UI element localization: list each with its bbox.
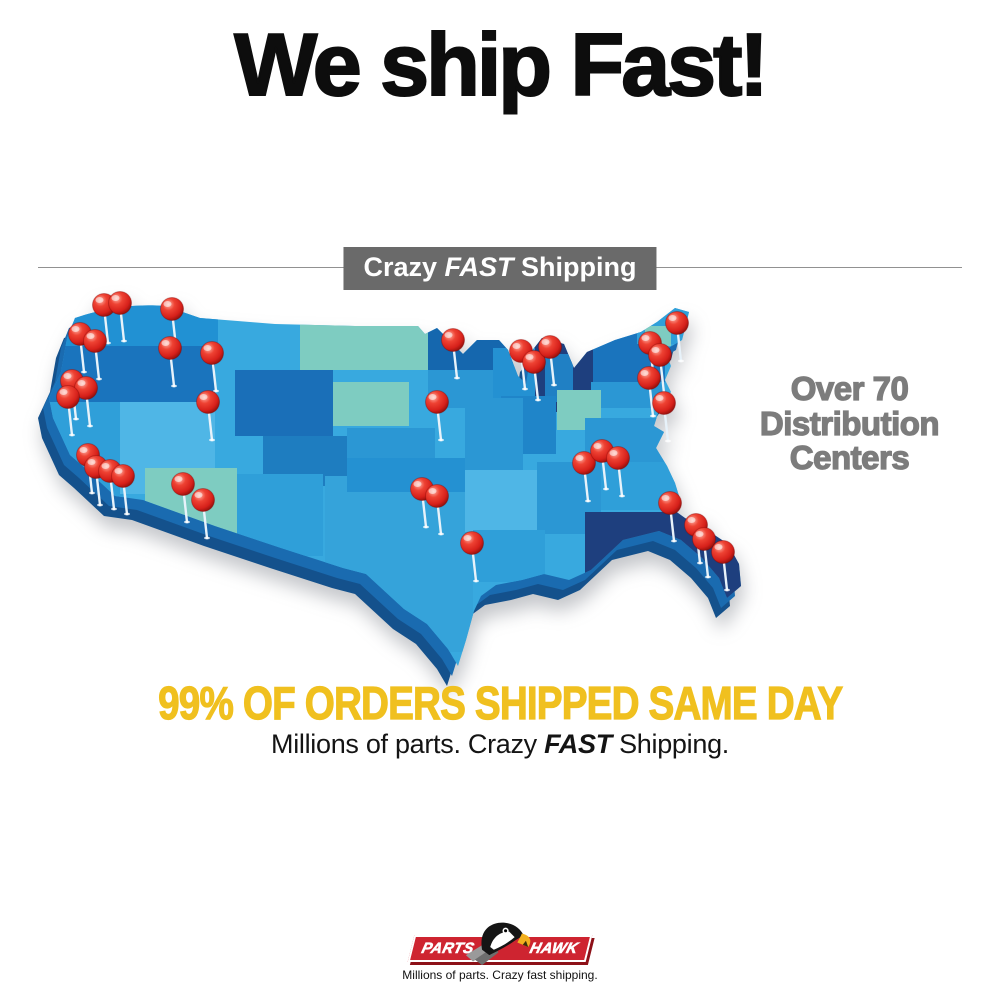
subline-prefix: Millions of parts. Crazy bbox=[271, 729, 545, 759]
same-day-headline-text: 99% OF ORDERS SHIPPED SAME DAY bbox=[157, 676, 843, 729]
millions-subline: Millions of parts. Crazy FAST Shipping. bbox=[0, 729, 1000, 760]
shipping-ribbon: Crazy FAST Shipping bbox=[343, 247, 657, 290]
distribution-line-1: Over 70 bbox=[790, 370, 909, 407]
state-patch bbox=[347, 458, 465, 492]
page-title: We ship Fast! bbox=[233, 14, 769, 115]
usa-map-svg bbox=[38, 290, 741, 686]
subline-fast: FAST bbox=[544, 729, 612, 759]
state-patch bbox=[465, 470, 537, 532]
distribution-centers-label: Over 70 Distribution Centers bbox=[737, 370, 962, 477]
same-day-headline: 99% OF ORDERS SHIPPED SAME DAY bbox=[0, 676, 1000, 730]
ribbon-text-fast: FAST bbox=[444, 252, 514, 282]
state-patch bbox=[465, 398, 523, 470]
state-patch bbox=[473, 530, 545, 582]
distribution-line-3: Centers bbox=[789, 439, 910, 477]
hawk-icon bbox=[465, 922, 531, 966]
subline-suffix: Shipping. bbox=[611, 729, 729, 759]
usa-map bbox=[25, 278, 755, 688]
state-patch bbox=[300, 318, 428, 370]
state-patch bbox=[235, 370, 333, 436]
logo-tagline: Millions of parts. Crazy fast shipping. bbox=[402, 968, 598, 982]
state-patch bbox=[333, 382, 409, 426]
partshawk-logo: PARTS HAWK Millions of parts. Crazy fast… bbox=[385, 921, 615, 982]
distribution-line-2: Distribution bbox=[759, 404, 940, 442]
ribbon-text-prefix: Crazy bbox=[363, 252, 445, 282]
ribbon-text-suffix: Shipping bbox=[513, 252, 637, 282]
